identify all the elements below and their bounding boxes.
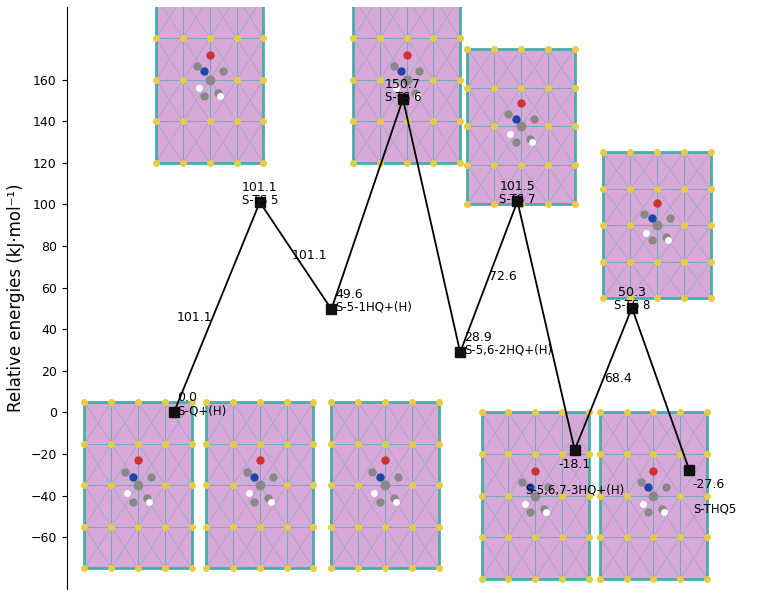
FancyBboxPatch shape [482,412,589,579]
Text: 150.7: 150.7 [385,77,421,91]
Text: -27.6: -27.6 [693,478,725,491]
Text: 49.6: 49.6 [335,288,363,301]
FancyBboxPatch shape [206,402,314,568]
FancyBboxPatch shape [600,412,707,579]
Text: S-THQ5: S-THQ5 [693,503,736,516]
Text: -18.1: -18.1 [558,458,591,471]
FancyBboxPatch shape [468,48,575,204]
Y-axis label: Relative energies (kJ·mol⁻¹): Relative energies (kJ·mol⁻¹) [7,184,25,412]
Text: S-TS 6: S-TS 6 [385,91,421,104]
Text: 101.1: 101.1 [292,249,328,262]
FancyBboxPatch shape [353,0,460,163]
Text: S-TS 8: S-TS 8 [614,299,650,312]
FancyBboxPatch shape [156,0,264,163]
Text: S-5,6-2HQ+(H): S-5,6-2HQ+(H) [464,344,552,357]
Text: 101.5: 101.5 [500,180,536,193]
Text: 72.6: 72.6 [490,271,517,283]
Text: S-TS 7: S-TS 7 [499,193,536,206]
Text: 68.4: 68.4 [604,372,632,386]
Text: S-TS 5: S-TS 5 [242,194,278,207]
Text: S-5,6,7-3HQ+(H): S-5,6,7-3HQ+(H) [525,483,624,496]
Text: S-5-1HQ+(H): S-5-1HQ+(H) [335,301,412,314]
Text: 101.1: 101.1 [242,181,278,194]
Text: 50.3: 50.3 [618,287,646,299]
Text: 0.0: 0.0 [178,391,198,404]
FancyBboxPatch shape [84,402,192,568]
Text: 101.1: 101.1 [177,311,213,324]
FancyBboxPatch shape [332,402,439,568]
FancyBboxPatch shape [603,153,711,298]
Text: S-Q+(H): S-Q+(H) [178,404,227,417]
Text: 28.9: 28.9 [464,331,492,344]
